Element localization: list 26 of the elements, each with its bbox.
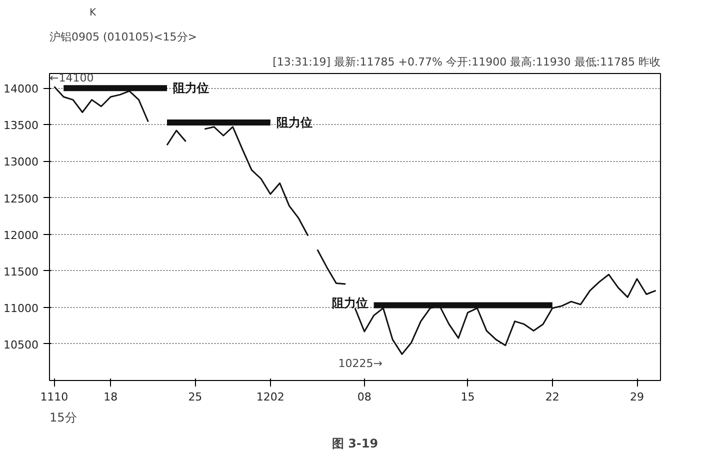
y-tick-label: 12500	[4, 192, 39, 206]
y-tick-label: 10500	[4, 338, 39, 352]
x-tick-label: 1202	[256, 390, 284, 404]
caption: 图 3-19	[332, 436, 378, 450]
x-tick-label: 29	[630, 390, 644, 404]
chart-title: 沪铝0905 (010105)<15分>	[50, 30, 197, 44]
y-tick-label: 13000	[4, 156, 39, 169]
y-tick-label: 12000	[4, 228, 39, 242]
series-label: 阻力位	[276, 115, 312, 130]
x-tick-label: 1110	[40, 390, 68, 404]
series-label: 阻力位	[173, 81, 209, 96]
y-tick-label: 11500	[4, 265, 39, 278]
x-tick-label: 22	[545, 390, 560, 404]
annotation: 10225→	[338, 357, 383, 370]
text: 15分	[50, 410, 77, 424]
x-tick-label: 18	[104, 390, 118, 404]
x-tick-label: 08	[357, 390, 372, 404]
series-label: 阻力位	[332, 296, 368, 310]
y-tick-label: 14000	[4, 82, 39, 96]
y-tick-label: 13500	[4, 119, 39, 132]
x-tick-label: 25	[188, 390, 202, 404]
text: K	[90, 8, 96, 18]
annotation: ←14100	[50, 72, 94, 85]
y-tick-label: 11000	[4, 302, 39, 315]
x-tick-label: 15	[460, 390, 475, 404]
chart-subtitle: [13:31:19] 最新:11785 +0.77% 今开:11900 最高:11930 最低:11785 昨收	[272, 56, 660, 68]
